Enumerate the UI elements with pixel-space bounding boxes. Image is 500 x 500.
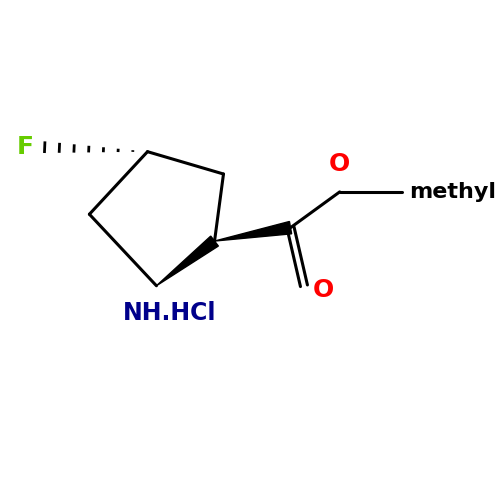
Text: O: O (329, 152, 350, 176)
Text: F: F (16, 135, 34, 159)
Text: methyl: methyl (409, 182, 496, 202)
Text: O: O (313, 278, 334, 302)
Text: NH.HCl: NH.HCl (123, 300, 216, 324)
Polygon shape (214, 222, 292, 241)
Polygon shape (156, 236, 218, 286)
